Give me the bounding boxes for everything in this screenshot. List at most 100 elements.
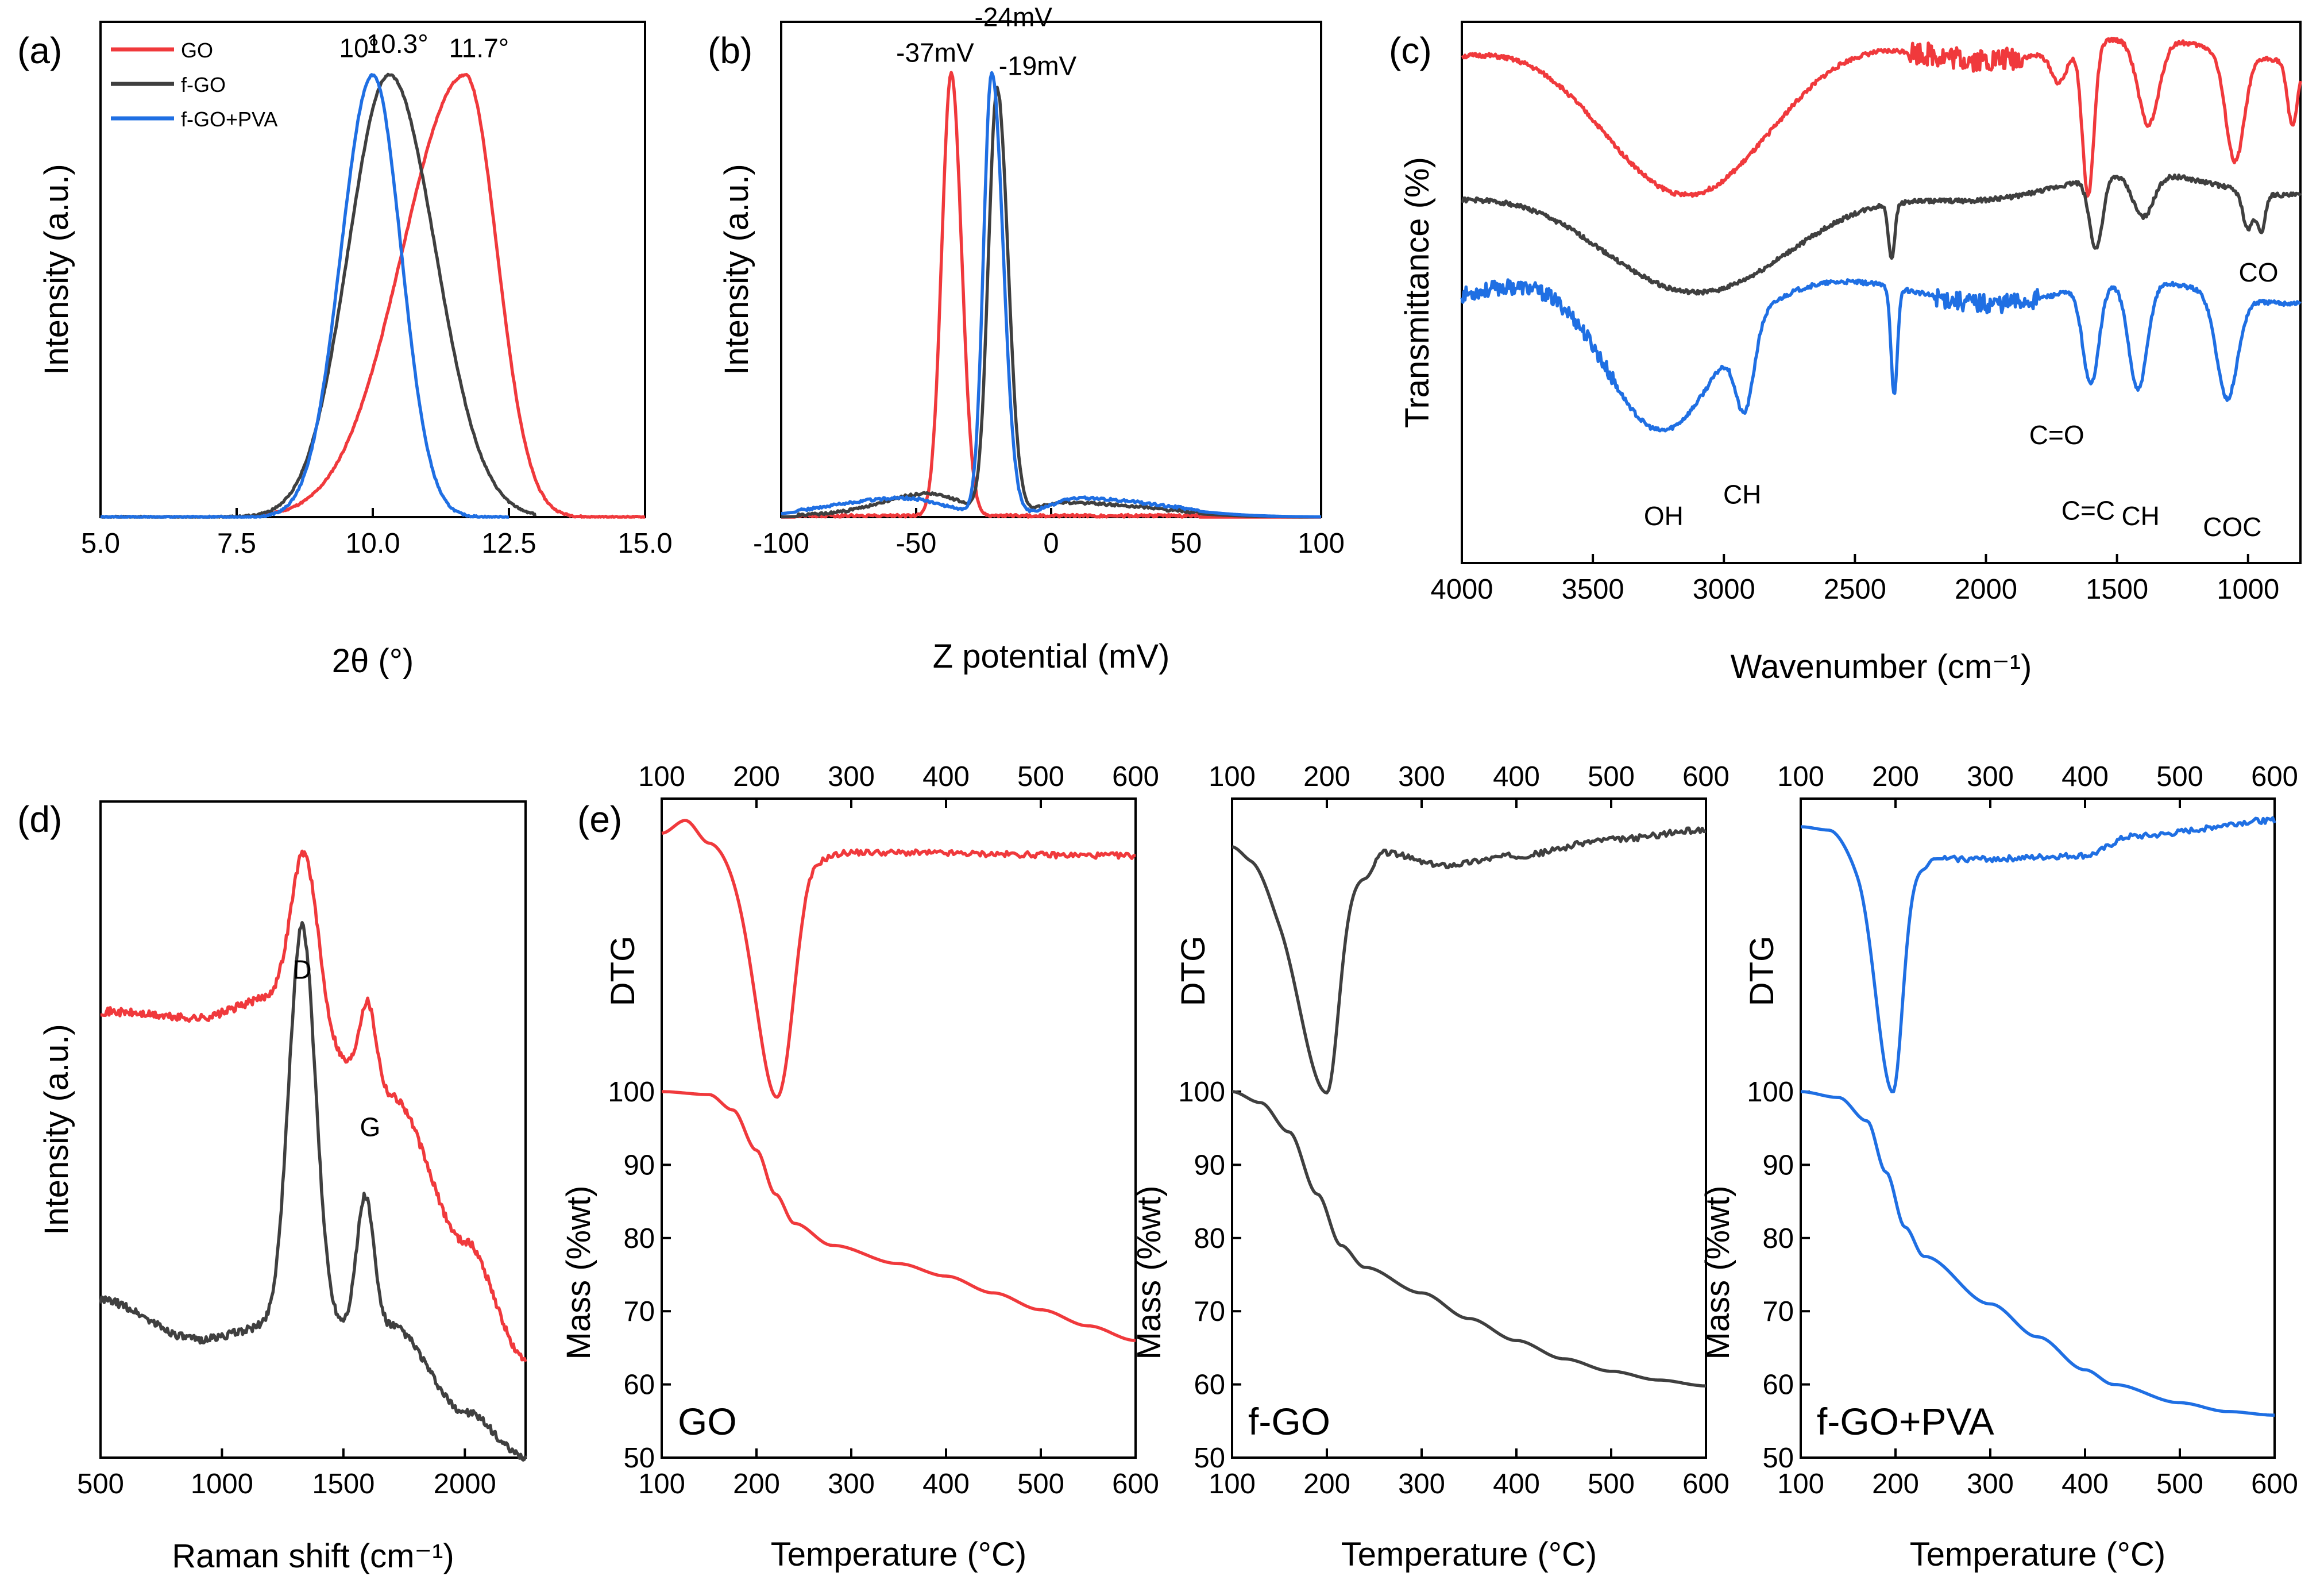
panel-c-band-label: CH [1723,479,1761,509]
panel-e-dtg-curve-f-go-pva [1801,816,2276,1093]
panel-c-ylabel: Transmittance (%) [1399,157,1436,428]
panel-e-bottom-xtick-label: 200 [1872,1469,1919,1500]
panel-e-top-xtick-label: 500 [1017,761,1064,792]
panel-e-top-xtick-label: 300 [1398,761,1445,792]
panel-b-series-go [781,71,1322,519]
panel-d-peak-label: G [360,1112,380,1142]
panel-e-ytick-label: 90 [1194,1150,1225,1181]
panel-e-ytick-label: 70 [623,1296,655,1327]
panel-e-ytick-label: 100 [1747,1077,1794,1108]
panel-e-dtg-curve-go [661,819,1136,1099]
panel-c-axes-frame [1461,21,2302,564]
panel-e-bottom-xtick-label: 300 [1967,1469,2014,1500]
panel-e-bottom-xtick-label: 600 [2251,1469,2298,1500]
panel-e-top-xtick-label: 500 [1588,761,1635,792]
panel-b-xtick-label: -100 [753,528,809,559]
panel-e-ytick-label: 90 [623,1150,655,1181]
panel-b-ylabel: Intensity (a.u.) [718,164,755,375]
panel-e-top-xtick-label: 400 [1493,761,1540,792]
panel-d-axes-frame [99,800,527,1459]
panel-e-top-xtick-label: 200 [1872,761,1919,792]
panel-a-xlabel: 2θ (°) [332,642,414,680]
panel-d-peak-label: D [292,954,311,984]
panel-e-top-xtick-label: 500 [2156,761,2203,792]
panel-e-top-xtick-label: 300 [1967,761,2014,792]
panel-e-mass-curve-go [662,1090,1136,1342]
panel-a-legend-entry: f-GO [181,73,226,97]
panel-c-xtick-label: 4000 [1430,574,1493,605]
panel-e-ytick-label: 60 [1762,1370,1794,1401]
panel-e-xlabel: Temperature (°C) [1910,1536,2165,1573]
panel-a-xtick-label: 5.0 [81,528,120,559]
panel-c-xtick-label: 3000 [1693,574,1755,605]
panel-a-peak-label: 10.3° [366,29,428,59]
panel-e-top-xtick-label: 100 [638,761,685,792]
panel-e-ytick-label: 60 [1194,1370,1225,1401]
panel-a-ylabel: Intensity (a.u.) [38,164,75,375]
panel-b-peak-label: -37mV [896,37,974,67]
panel-d-xtick-label: 500 [77,1469,124,1500]
panel-c-xtick-label: 3500 [1562,574,1624,605]
panel-b-xtick-label: -50 [896,528,937,559]
panel-d-xlabel: Raman shift (cm⁻¹) [172,1537,454,1575]
panel-e-sample-label: GO [678,1400,737,1443]
panel-c-band-label: C=O [2029,420,2084,450]
panel-e-top-xtick-label: 400 [922,761,970,792]
panel-c-xtick-label: 2000 [1955,574,2017,605]
panel-c-band-label: OH [1644,501,1684,531]
panel-e-bottom-xtick-label: 100 [638,1469,685,1500]
panel-a-xtick-label: 12.5 [481,528,536,559]
panel-b-xlabel: Z potential (mV) [933,638,1170,675]
panel-e-ylabel-dtg: DTG [1175,936,1212,1006]
panel-d-ylabel: Intensity (a.u.) [38,1024,75,1235]
panel-e-top-xtick-label: 100 [1777,761,1824,792]
panel-e-bottom-xtick-label: 600 [1682,1469,1730,1500]
panel-b-label: (b) [708,30,752,71]
panel-a-peak-label: 11.7° [449,33,509,63]
panel-e-ylabel-dtg: DTG [1743,936,1781,1006]
panel-a-series-f-go-pva [100,73,509,519]
panel-c-xtick-label: 1000 [2217,574,2279,605]
panel-a-series-go [263,72,646,519]
panel-e-ytick-label: 90 [1762,1150,1794,1181]
panel-e-top-xtick-label: 100 [1209,761,1256,792]
panel-d-series-f-go [99,921,527,1462]
panel-e-mass-curve-f-go-pva [1800,1090,2275,1417]
panel-e-ylabel-dtg: DTG [604,936,642,1006]
panel-e-ytick-label: 80 [1762,1223,1794,1254]
panel-a-xtick-label: 10.0 [345,528,400,559]
panel-e-top-xtick-label: 400 [2062,761,2109,792]
panel-e-top-xtick-label: 600 [1112,761,1159,792]
panel-b-xtick-label: 100 [1298,528,1345,559]
panel-d-xtick-label: 1500 [312,1469,375,1500]
panel-c-label: (c) [1389,30,1432,71]
panel-a-legend-entry: GO [181,38,213,62]
panel-c-series-go [1461,36,2302,198]
panel-e-bottom-xtick-label: 200 [733,1469,780,1500]
panel-e-axes-frame [1231,797,1707,1459]
panel-e-bottom-xtick-label: 600 [1112,1469,1159,1500]
panel-a-peak-label: 10° [339,33,380,63]
panel-b-xtick-label: 50 [1171,528,1202,559]
panel-e-top-xtick-label: 600 [2251,761,2298,792]
panel-e-bottom-xtick-label: 400 [2062,1469,2109,1500]
panel-c-series-f-go [1461,173,2302,296]
panel-e-sample-label: f-GO [1248,1400,1330,1443]
panel-a-xtick-label: 7.5 [217,528,256,559]
panel-e-axes-frame [1800,797,2276,1459]
panel-e-bottom-xtick-label: 500 [1588,1469,1635,1500]
panel-e-ylabel-mass: Mass (%wt) [560,1186,597,1360]
panel-b-series-f-go-pva [781,71,1322,519]
panel-c-band-label: CH [2121,501,2159,531]
panel-e-ytick-label: 70 [1194,1296,1225,1327]
panel-e-ytick-label: 50 [1194,1443,1225,1474]
panel-c-xtick-label: 2500 [1824,574,1886,605]
panel-a-xtick-label: 15.0 [617,528,672,559]
panel-b-peak-label: -24mV [974,2,1052,32]
panel-b-series-f-go [781,86,1322,519]
panel-d-xtick-label: 1000 [191,1469,253,1500]
panel-e-ytick-label: 80 [623,1223,655,1254]
panel-e-bottom-xtick-label: 100 [1777,1469,1824,1500]
panel-e-ytick-label: 100 [1178,1077,1225,1108]
panel-b-axes-frame [780,21,1322,518]
